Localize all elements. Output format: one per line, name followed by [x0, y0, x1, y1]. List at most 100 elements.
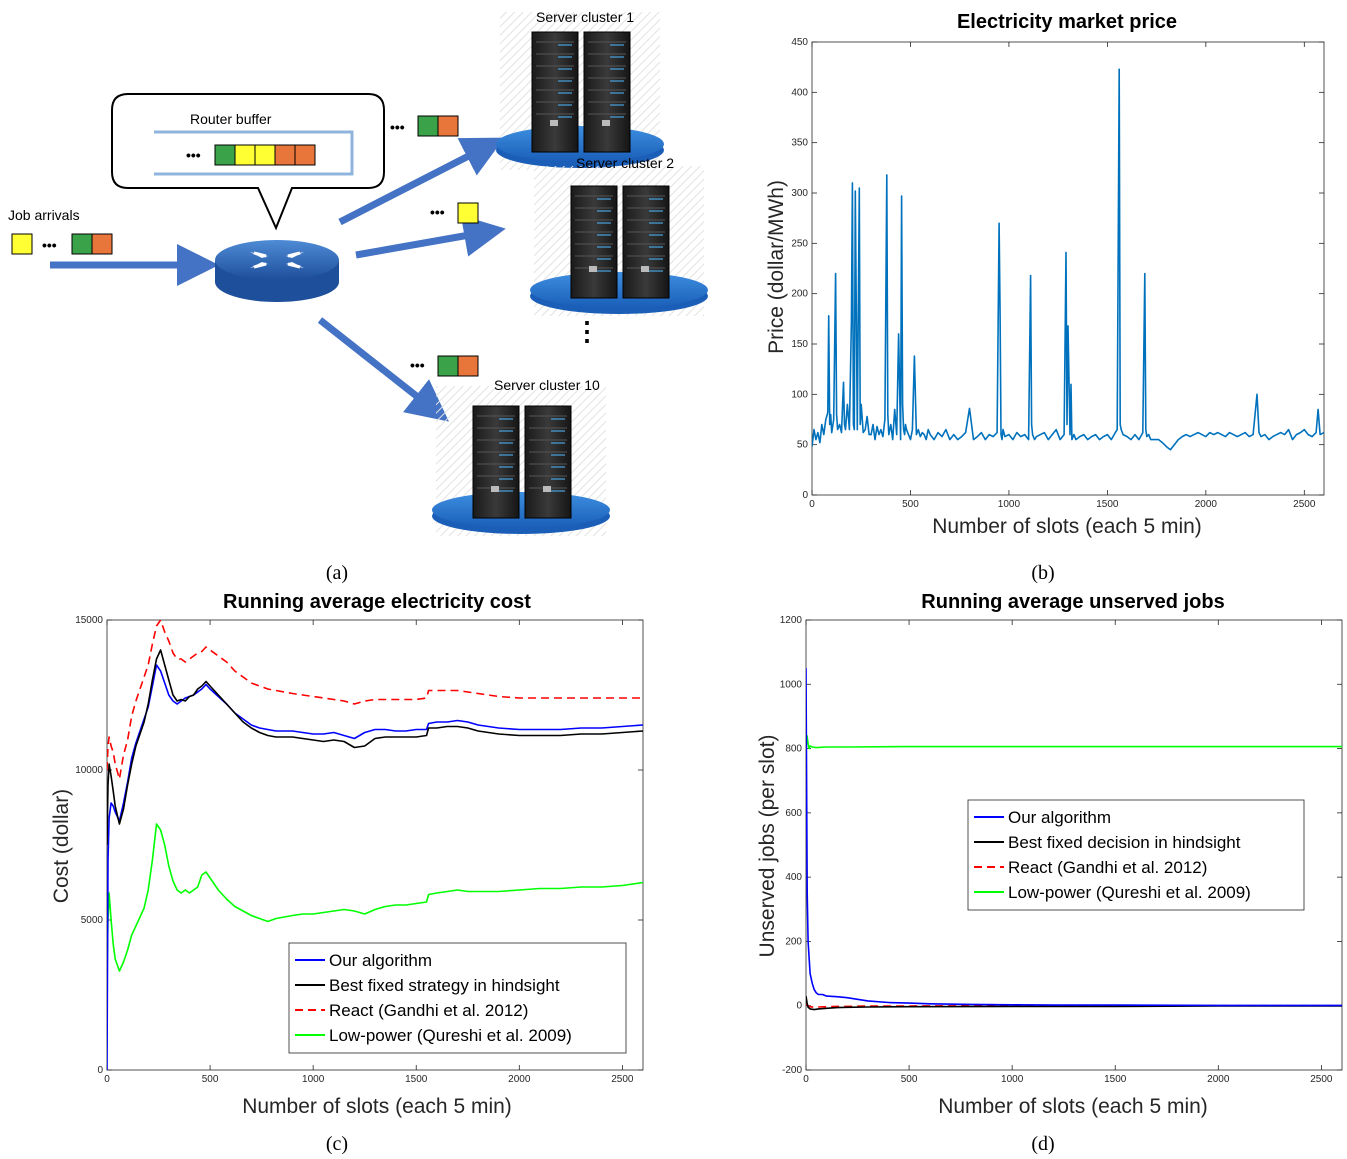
server-cluster-label: Server cluster 10 — [494, 377, 600, 393]
caption-c: (c) — [326, 1133, 348, 1155]
x-tick-label: 2000 — [508, 1074, 531, 1085]
x-tick-label: 500 — [902, 499, 919, 510]
legend-box — [967, 799, 1305, 911]
chart-b-ylabel: Price (dollar/MWh) — [765, 180, 788, 354]
chart-d-plot: 0 500 1000 1500 2000 2500-2000200400600800100… — [780, 615, 1343, 1085]
queue10-ellipsis: ••• — [410, 357, 425, 373]
series-line-best — [107, 649, 643, 846]
chart-c-ylabel: Cost (dollar) — [50, 789, 73, 903]
panel-c-chart: Running average electricity cost Number … — [50, 591, 644, 1118]
queue10-job-green — [437, 355, 459, 377]
queue2-job-yellow — [457, 202, 479, 224]
series-line-price — [812, 68, 1324, 451]
legend-entry: Low-power (Qureshi et al. 2009) — [1008, 883, 1251, 902]
legend-entry: Our algorithm — [1008, 808, 1111, 827]
y-tick-label: 150 — [791, 339, 808, 350]
x-tick-label: 1000 — [302, 1074, 325, 1085]
queue10-job-orange — [457, 355, 479, 377]
router-icon — [215, 240, 339, 302]
y-tick-label: 50 — [797, 440, 809, 451]
arrival-job-orange — [91, 233, 113, 255]
chart-b-plot: 0 500 1000 1500 2000 2500 0 50 100 150 200 250 300 35… — [791, 37, 1325, 510]
x-tick-label: 500 — [901, 1074, 918, 1085]
arrival-ellipsis: ••• — [42, 237, 57, 253]
legend-box — [288, 942, 627, 1054]
clusters-vertical-ellipsis: ⋮ — [574, 316, 600, 346]
series-line-best — [806, 995, 1342, 1011]
caption-a: (a) — [326, 562, 348, 584]
x-tick-label: 2000 — [1195, 499, 1218, 510]
x-tick-label: 2500 — [611, 1074, 634, 1085]
y-tick-label: 0 — [97, 1065, 103, 1076]
server-icon — [622, 185, 670, 299]
y-tick-label: 15000 — [75, 615, 103, 626]
buffer-ellipsis: ••• — [186, 147, 201, 163]
caption-d: (d) — [1031, 1133, 1054, 1155]
y-tick-label: 350 — [791, 138, 808, 149]
y-tick-label: 10000 — [75, 765, 103, 776]
series-line-low-power — [107, 823, 643, 975]
arrow-to-cluster-2 — [355, 215, 506, 259]
legend-entry: Best fixed strategy in hindsight — [329, 976, 560, 995]
server-cluster-10: Server cluster 10 — [432, 377, 610, 536]
server-clusters: Server cluster 1 Server cluster 2 Server c… — [432, 9, 708, 536]
y-tick-label: 0 — [796, 1001, 802, 1012]
chart-c-plot: 0 500 1000 1500 2000 2500 0 5000 10000 15000 Our a… — [75, 615, 644, 1085]
router-buffer-label: Router buffer — [190, 111, 272, 127]
y-tick-label: 400 — [785, 872, 802, 883]
arrival-job-green — [71, 233, 93, 255]
y-tick-label: 300 — [791, 188, 808, 199]
server-cluster-label: Server cluster 2 — [576, 155, 674, 171]
x-tick-label: 2000 — [1207, 1074, 1230, 1085]
series-line-our — [107, 664, 643, 1070]
server-icon — [531, 31, 579, 153]
legend: Our algorithm Best fixed strategy in hind… — [288, 942, 627, 1054]
y-tick-label: 100 — [791, 389, 808, 400]
y-tick-label: 400 — [791, 87, 808, 98]
chart-b-xlabel: Number of slots (each 5 min) — [932, 515, 1202, 538]
legend: Our algorithm Best fixed decision in hind… — [967, 799, 1305, 911]
y-tick-label: 450 — [791, 37, 808, 48]
y-tick-label: 200 — [791, 289, 808, 300]
y-tick-label: 5000 — [81, 915, 104, 926]
chart-d-title: Running average unserved jobs — [921, 591, 1224, 613]
y-tick-label: 600 — [785, 808, 802, 819]
legend-entry: Our algorithm — [329, 951, 432, 970]
y-tick-label: 0 — [802, 490, 808, 501]
server-cluster-label: Server cluster 1 — [536, 9, 634, 25]
y-tick-label: -200 — [782, 1065, 802, 1076]
x-tick-label: 2500 — [1293, 499, 1316, 510]
panel-a-diagram: Router buffer ••• Job arrivals ••• — [8, 9, 708, 536]
y-tick-label: 200 — [785, 936, 802, 947]
chart-d-xlabel: Number of slots (each 5 min) — [938, 1095, 1208, 1118]
queue1-job-green — [417, 115, 439, 137]
series-line-low-power — [806, 734, 1342, 750]
server-cluster-1: Server cluster 1 — [496, 9, 664, 170]
chart-d-ylabel: Unserved jobs (per slot) — [756, 735, 779, 958]
x-tick-label: 1500 — [405, 1074, 428, 1085]
arrow-to-cluster-1 — [338, 137, 505, 226]
chart-c-title: Running average electricity cost — [223, 591, 531, 613]
legend-entry: React (Gandhi et al. 2012) — [329, 1001, 528, 1020]
x-tick-label: 0 — [803, 1074, 809, 1085]
panel-b-chart: Electricity market price Number of slots… — [765, 11, 1325, 538]
server-cluster-2: Server cluster 2 — [530, 155, 708, 316]
legend-entry: Low-power (Qureshi et al. 2009) — [329, 1026, 572, 1045]
queue2-ellipsis: ••• — [430, 204, 445, 220]
x-tick-label: 1500 — [1104, 1074, 1127, 1085]
server-icon — [472, 405, 520, 519]
arrow-to-cluster-10 — [317, 317, 449, 422]
x-tick-label: 0 — [809, 499, 815, 510]
y-tick-label: 250 — [791, 238, 808, 249]
x-tick-label: 500 — [202, 1074, 219, 1085]
x-tick-label: 1000 — [998, 499, 1021, 510]
x-tick-label: 0 — [104, 1074, 110, 1085]
panel-d-chart: Running average unserved jobs Number of … — [756, 591, 1343, 1118]
router-buffer-outline — [154, 130, 354, 176]
server-icon — [583, 31, 631, 153]
series-line-our — [806, 668, 1342, 1007]
y-tick-label: 800 — [785, 744, 802, 755]
server-icon — [524, 405, 572, 519]
x-tick-label: 1500 — [1096, 499, 1119, 510]
